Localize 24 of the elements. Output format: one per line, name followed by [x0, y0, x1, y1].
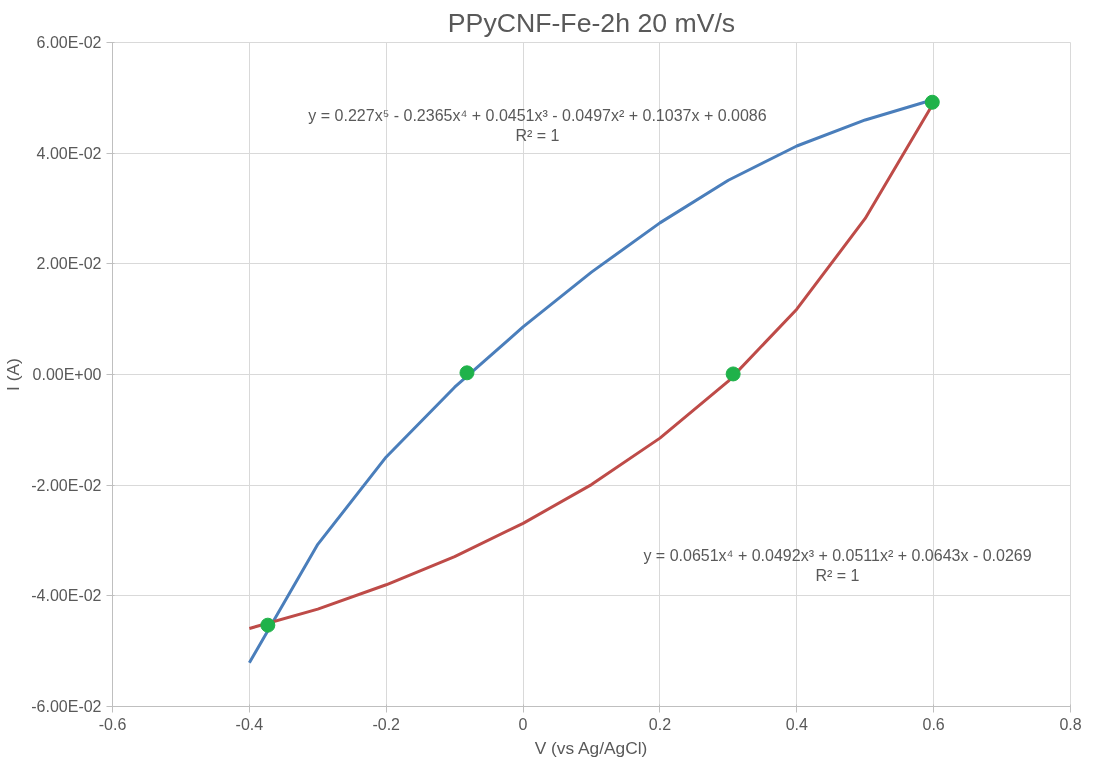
chart-title: PPyCNF-Fe-2h 20 mV/s: [447, 7, 736, 38]
y-tick-label: -4.00E-02: [31, 587, 102, 605]
point: [459, 365, 475, 381]
x-tick-label: 0.8: [1059, 715, 1082, 733]
y-tick-label: 0.00E+00: [32, 366, 102, 383]
x-axis-title: V (vs Ag/AgCl): [534, 737, 648, 758]
y-tick-label: -2.00E-02: [31, 476, 102, 494]
point: [924, 94, 940, 110]
y-tick-label: 4.00E-02: [36, 144, 102, 162]
annotation: y = 0.0651x⁴ + 0.0492x³ + 0.0511x² + 0.0643x - 0.0269 R² = 1: [643, 546, 1032, 584]
y-tick-label: 6.00E-02: [36, 34, 102, 51]
point: [260, 617, 276, 633]
x-tick-label: -0.4: [235, 715, 264, 733]
x-tick-label: 0.2: [648, 715, 672, 733]
annotation: y = 0.227x⁵ - 0.2365x⁴ + 0.0451x³ - 0.0497x² + 0.1037x + 0.0086 R² = 1: [308, 106, 767, 144]
x-tick-label: 0.4: [785, 715, 809, 733]
x-tick-label: 0: [518, 715, 528, 733]
x-tick-label: -0.2: [372, 715, 401, 733]
x-tick-label: 0.6: [922, 715, 945, 733]
y-tick-label: -6.00E-02: [31, 698, 102, 715]
point: [725, 366, 741, 382]
y-axis-title: I (A): [3, 358, 24, 391]
y-tick-label: 2.00E-02: [36, 255, 102, 273]
x-tick-label: -0.6: [98, 715, 127, 733]
